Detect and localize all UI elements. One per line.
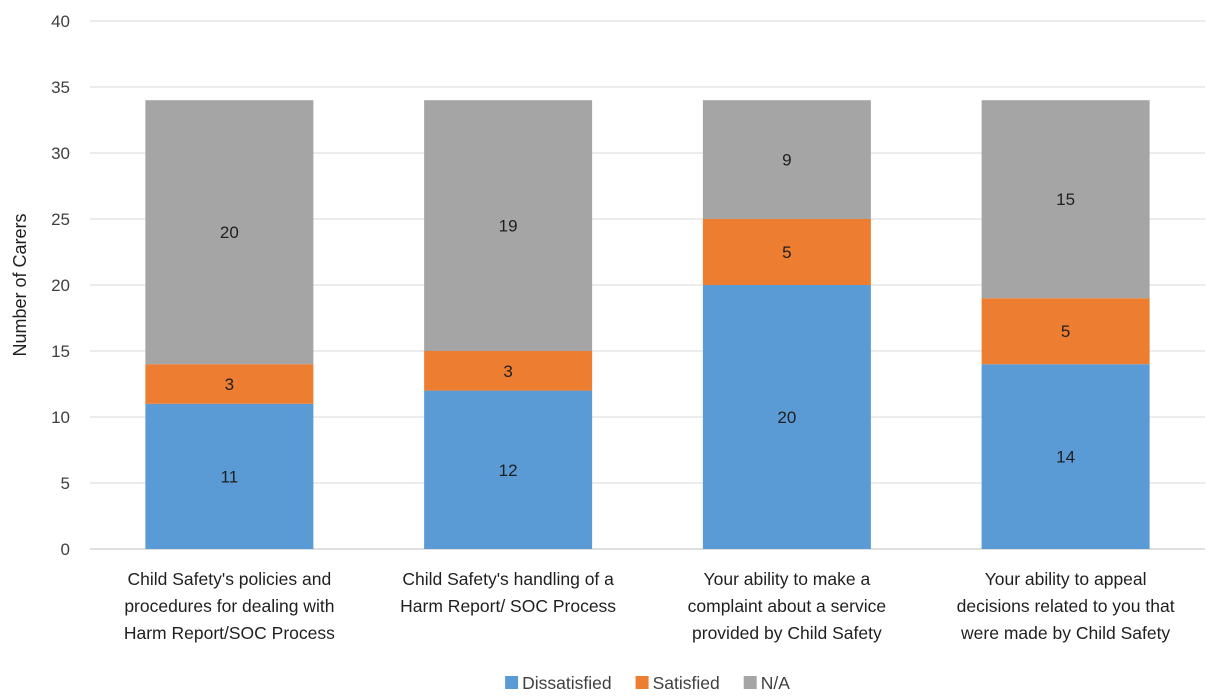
data-label: 9	[782, 151, 791, 170]
legend-item: Satisfied	[635, 673, 720, 693]
bar-segment-n-a	[145, 100, 314, 365]
bar-segment-dissatisfied	[145, 403, 314, 549]
legend-label: Dissatisfied	[522, 673, 611, 693]
y-tick-label: 40	[51, 12, 70, 31]
data-label: 5	[1061, 322, 1070, 341]
bar-segment-n-a	[424, 100, 593, 351]
y-tick-label: 25	[51, 210, 70, 229]
legend-item: N/A	[743, 673, 791, 693]
x-category-label: procedures for dealing with	[124, 596, 334, 616]
legend: Dissatisfied Satisfied N/A	[505, 673, 790, 693]
legend-label: Satisfied	[653, 673, 720, 693]
data-label: 3	[503, 362, 512, 381]
x-category-label: Your ability to make a	[704, 569, 871, 589]
y-axis-title: Number of Carers	[10, 213, 30, 356]
y-tick-label: 20	[51, 276, 70, 295]
data-labels: 11 3 20 12 3 19 20 5 9 14 5 15	[220, 151, 1075, 487]
y-tick-label: 10	[51, 408, 70, 427]
x-category-label: complaint about a service	[688, 596, 886, 616]
bar-segment-n-a	[702, 100, 871, 219]
x-category-label: were made by Child Safety	[960, 623, 1170, 643]
x-axis-category-labels: Child Safety's policies and procedures fo…	[124, 569, 1175, 643]
legend-item: Dissatisfied	[505, 673, 612, 693]
legend-label: N/A	[761, 673, 791, 693]
bar-segment-satisfied	[424, 351, 593, 391]
legend-swatch	[635, 676, 649, 689]
legend-swatch	[505, 676, 519, 689]
data-label: 5	[782, 243, 791, 262]
bars	[145, 100, 1150, 549]
y-tick-label: 35	[51, 78, 70, 97]
x-category-label: Harm Report/SOC Process	[124, 623, 335, 643]
y-tick-label: 0	[61, 540, 70, 559]
bar-segment-n-a	[981, 100, 1150, 299]
x-category-label: Child Safety's handling of a	[402, 569, 614, 589]
data-label: 20	[777, 408, 796, 427]
bar-segment-satisfied	[145, 364, 314, 404]
data-label: 19	[499, 217, 518, 236]
data-label: 20	[220, 223, 239, 242]
y-tick-label: 15	[51, 342, 70, 361]
y-tick-label: 5	[61, 474, 70, 493]
data-label: 11	[221, 467, 239, 486]
bar-segment-satisfied	[702, 219, 871, 285]
x-category-label: provided by Child Safety	[692, 623, 882, 643]
data-label: 14	[1056, 448, 1075, 467]
legend-swatch	[743, 676, 757, 689]
data-label: 12	[499, 461, 518, 480]
x-category-label: decisions related to you that	[957, 596, 1175, 616]
bar-segment-dissatisfied	[424, 390, 593, 549]
bar-segment-satisfied	[981, 298, 1150, 365]
bar-segment-dissatisfied	[981, 364, 1150, 549]
data-label: 3	[225, 375, 234, 394]
y-axis-ticks: 0 5 10 15 20 25 30 35 40	[51, 12, 70, 559]
data-label: 15	[1056, 190, 1075, 209]
bar-segment-dissatisfied	[702, 285, 871, 549]
y-tick-label: 30	[51, 144, 70, 163]
x-category-label: Harm Report/ SOC Process	[400, 596, 616, 616]
x-category-label: Child Safety's policies and	[128, 569, 332, 589]
x-category-label: Your ability to appeal	[985, 569, 1147, 589]
